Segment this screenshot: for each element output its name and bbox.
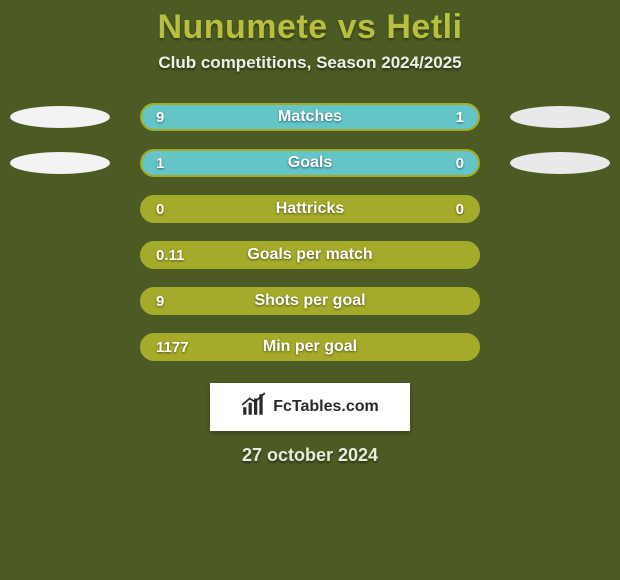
stat-bar: 1Goals0 [140, 149, 480, 177]
team-badge-right [510, 152, 610, 174]
stat-bar: 9Shots per goal [140, 287, 480, 315]
stat-bar: 0Hattricks0 [140, 195, 480, 223]
comparison-row: 1Goals0 [0, 149, 620, 177]
footer-date: 27 october 2024 [0, 445, 620, 466]
page-subtitle: Club competitions, Season 2024/2025 [0, 53, 620, 73]
stat-bar: 0.11Goals per match [140, 241, 480, 269]
stat-bar: 1177Min per goal [140, 333, 480, 361]
stat-label: Goals [142, 151, 478, 175]
comparison-row: 1177Min per goal [0, 333, 620, 361]
logo-text: FcTables.com [273, 398, 379, 416]
stat-bar: 9Matches1 [140, 103, 480, 131]
stat-label: Min per goal [142, 335, 478, 359]
stat-label: Shots per goal [142, 289, 478, 313]
stat-value-right: 1 [456, 105, 464, 129]
comparison-row: 0Hattricks0 [0, 195, 620, 223]
comparison-row: 9Shots per goal [0, 287, 620, 315]
page-title: Nunumete vs Hetli [0, 8, 620, 47]
comparison-row: 0.11Goals per match [0, 241, 620, 269]
team-badge-right [510, 106, 610, 128]
team-badge-left [10, 106, 110, 128]
stat-value-right: 0 [456, 151, 464, 175]
chart-icon [241, 392, 267, 423]
stat-label: Hattricks [142, 197, 478, 221]
comparison-row: 9Matches1 [0, 103, 620, 131]
stat-label: Goals per match [142, 243, 478, 267]
infographic-container: Nunumete vs Hetli Club competitions, Sea… [0, 0, 620, 580]
comparison-rows: 9Matches11Goals00Hattricks00.11Goals per… [0, 103, 620, 361]
logo-badge: FcTables.com [210, 383, 410, 431]
stat-value-right: 0 [456, 197, 464, 221]
stat-label: Matches [142, 105, 478, 129]
team-badge-left [10, 152, 110, 174]
